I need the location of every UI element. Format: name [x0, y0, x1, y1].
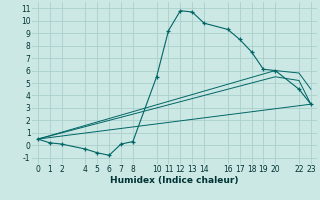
- X-axis label: Humidex (Indice chaleur): Humidex (Indice chaleur): [110, 176, 239, 185]
